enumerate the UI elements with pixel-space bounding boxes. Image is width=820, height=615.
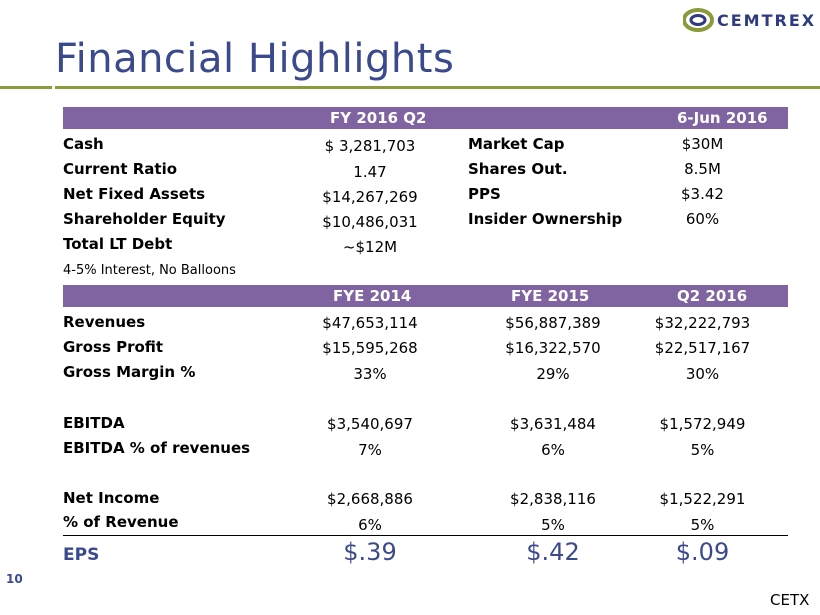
balance-label: Total LT Debt (63, 235, 173, 253)
page-number: 10 (6, 572, 23, 586)
income-value: 5% (690, 516, 715, 534)
market-label: Shares Out. (468, 160, 568, 178)
market-value: 8.5M (684, 160, 721, 178)
cemtrex-logo: CEMTREX (682, 5, 817, 35)
income-value: $1,572,949 (659, 415, 746, 433)
balance-value: $10,486,031 (322, 213, 418, 231)
balance-label: Shareholder Equity (63, 210, 226, 228)
debt-note: 4-5% Interest, No Balloons (63, 263, 236, 278)
income-value: 5% (541, 516, 565, 534)
income-label: Revenues (63, 313, 146, 331)
balance-value: $ 3,281,703 (324, 137, 416, 155)
balance-value: 1.47 (353, 163, 387, 181)
eps-value: $.09 (675, 538, 730, 566)
income-value: $47,653,114 (322, 314, 418, 332)
market-label: Market Cap (468, 135, 565, 153)
income-value: $15,595,268 (322, 339, 418, 357)
balance-value: $14,267,269 (322, 188, 418, 206)
title-underline (0, 86, 820, 89)
market-label: Insider Ownership (468, 210, 623, 228)
page-title: Financial Highlights (55, 36, 455, 82)
income-value: 5% (690, 441, 715, 459)
eps-value: $.39 (343, 538, 397, 566)
balance-value: ~$12M (342, 238, 398, 256)
income-value: 30% (685, 365, 720, 383)
income-value: $1,522,291 (659, 490, 746, 508)
title-rule-notch (52, 83, 55, 92)
income-value: $32,222,793 (654, 314, 751, 332)
balance-label: Current Ratio (63, 160, 178, 178)
income-value: 6% (358, 516, 382, 534)
market-value: $3.42 (681, 185, 724, 203)
logo-mark-icon (682, 8, 714, 32)
income-header-band: FYE 2014 FYE 2015 Q2 2016 (63, 285, 788, 307)
income-label: Net Income (63, 489, 160, 507)
income-label: EBITDA (63, 414, 125, 432)
income-value: $2,668,886 (327, 490, 413, 508)
eps-divider (63, 535, 788, 536)
income-label: Gross Margin % (63, 363, 196, 381)
balance-header-band: FY 2016 Q2 6-Jun 2016 (63, 107, 788, 129)
balance-label: Cash (63, 135, 104, 153)
header-fye2015: FYE 2015 (511, 287, 590, 305)
income-value: 7% (358, 441, 382, 459)
logo-wordmark: CEMTREX (717, 11, 817, 30)
header-fy2016q2: FY 2016 Q2 (330, 109, 427, 127)
eps-label: EPS (63, 545, 100, 565)
income-value: $56,887,389 (505, 314, 601, 332)
header-fye2014: FYE 2014 (333, 287, 412, 305)
income-value: $2,838,116 (510, 490, 596, 508)
income-value: 29% (536, 365, 570, 383)
market-value: 60% (685, 210, 720, 228)
eps-value: $.42 (526, 538, 580, 566)
income-value: 6% (541, 441, 565, 459)
header-date: 6-Jun 2016 (677, 109, 768, 127)
header-q22016: Q2 2016 (677, 287, 748, 305)
ticker-symbol: CETX (770, 591, 810, 609)
income-label: Gross Profit (63, 338, 164, 356)
income-value: $3,540,697 (327, 415, 413, 433)
income-label: % of Revenue (63, 513, 179, 531)
income-label: EBITDA % of revenues (63, 439, 251, 457)
income-value: 33% (353, 365, 387, 383)
balance-label: Net Fixed Assets (63, 185, 206, 203)
income-value: $16,322,570 (505, 339, 601, 357)
market-label: PPS (468, 185, 501, 203)
income-value: $22,517,167 (654, 339, 751, 357)
market-value: $30M (681, 135, 724, 153)
income-value: $3,631,484 (510, 415, 596, 433)
